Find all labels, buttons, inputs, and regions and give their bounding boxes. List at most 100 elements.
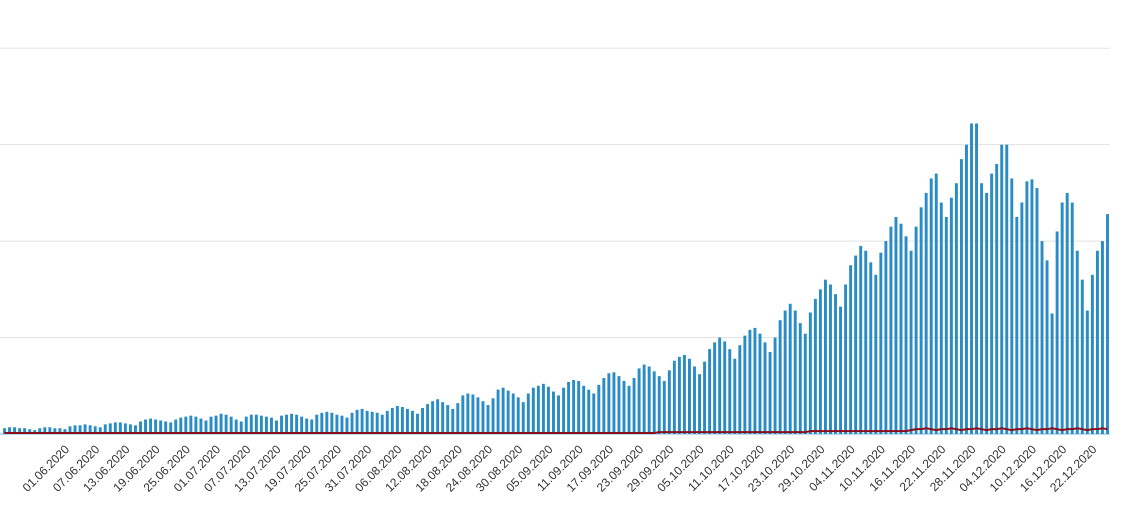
bar <box>985 192 989 434</box>
bar <box>612 372 616 434</box>
bar <box>758 333 762 434</box>
bar <box>375 412 379 434</box>
bar <box>315 414 319 434</box>
bar <box>426 404 430 434</box>
bar <box>123 423 127 434</box>
bar <box>829 284 832 434</box>
bar <box>249 414 253 434</box>
bar <box>441 402 445 434</box>
bar <box>1106 214 1109 434</box>
bar <box>552 391 555 434</box>
bar <box>466 393 470 434</box>
bar <box>582 385 586 434</box>
bar <box>748 329 752 434</box>
bar <box>300 416 304 434</box>
bar <box>526 393 530 434</box>
bar <box>118 422 122 434</box>
bar <box>411 410 414 434</box>
bar <box>199 418 203 434</box>
bar <box>53 428 57 434</box>
bar <box>778 320 782 434</box>
bar <box>456 403 460 434</box>
bar <box>355 409 359 434</box>
bar <box>254 414 258 434</box>
bar <box>662 380 666 434</box>
bar <box>672 360 676 434</box>
bar <box>461 395 465 434</box>
bar <box>652 371 656 434</box>
bar <box>995 163 999 434</box>
bar <box>728 349 732 434</box>
bar <box>798 323 802 434</box>
bar <box>259 415 263 434</box>
bar <box>924 192 928 434</box>
bar <box>904 236 908 434</box>
bar <box>370 411 374 434</box>
bar <box>823 279 827 434</box>
bar <box>471 394 475 434</box>
bar <box>18 428 22 434</box>
bar <box>496 389 500 434</box>
bar <box>577 380 581 434</box>
bar <box>476 397 480 434</box>
bar <box>305 418 309 434</box>
bar <box>506 390 510 434</box>
bar <box>617 376 621 434</box>
bar <box>93 426 97 434</box>
bar <box>642 364 646 434</box>
bar <box>63 429 67 434</box>
bar <box>602 378 606 434</box>
bar <box>108 423 112 434</box>
bar <box>330 412 334 434</box>
bar <box>174 419 178 434</box>
bar <box>149 418 153 434</box>
bar <box>43 427 47 434</box>
bar <box>481 401 485 434</box>
bar <box>1070 202 1074 434</box>
bar <box>68 426 72 434</box>
bar <box>229 416 233 434</box>
bar <box>970 123 973 435</box>
bar <box>1065 192 1069 434</box>
bar <box>405 408 409 434</box>
bar <box>400 406 404 434</box>
bar <box>154 419 158 434</box>
bar <box>416 413 419 434</box>
bar <box>793 310 797 434</box>
bar <box>562 387 566 434</box>
bar <box>813 298 817 434</box>
bar <box>421 407 424 434</box>
bar <box>698 374 701 434</box>
bar <box>597 384 601 434</box>
bar <box>567 381 571 434</box>
bar <box>83 424 87 434</box>
bar <box>1095 250 1099 434</box>
bar <box>310 419 314 434</box>
bar <box>1085 310 1089 434</box>
bar <box>1055 231 1059 434</box>
bar <box>78 425 82 434</box>
bar <box>214 415 218 434</box>
bar <box>909 250 913 434</box>
bar <box>446 405 450 434</box>
bar <box>204 420 208 434</box>
bar <box>169 422 173 434</box>
bar <box>264 416 268 434</box>
bar <box>1000 144 1004 434</box>
bar <box>365 410 369 434</box>
bar <box>113 422 117 434</box>
bar <box>592 393 596 434</box>
bar <box>48 427 52 434</box>
bar <box>234 419 238 434</box>
bar <box>360 408 364 434</box>
bar <box>395 406 399 434</box>
bar <box>934 173 938 434</box>
bar <box>1040 241 1044 434</box>
bar <box>864 250 868 434</box>
bar <box>718 337 722 434</box>
bar <box>788 303 792 434</box>
bar <box>144 419 147 434</box>
bar <box>763 342 767 434</box>
bar <box>325 411 329 434</box>
